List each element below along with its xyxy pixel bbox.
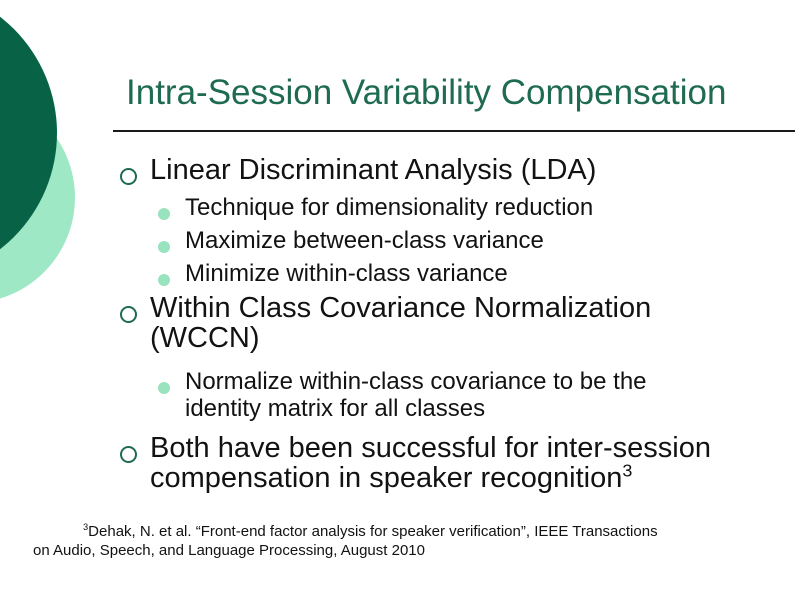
sub-bullet-maximize: Maximize between-class variance [158,227,544,254]
bullet-text: Linear Discriminant Analysis (LDA) [150,154,597,186]
footnote-citation: 3Dehak, N. et al. “Front-end factor anal… [33,522,788,560]
open-circle-bullet-icon [120,306,137,323]
citation-superscript: 3 [622,460,633,481]
open-circle-bullet-icon [120,168,137,185]
bullet-text: Both have been successful for inter-sess… [150,432,711,494]
footnote-line-2: on Audio, Speech, and Language Processin… [33,542,425,559]
sub-bullet-text: Technique for dimensionality reduction [185,194,594,221]
bullet-item-wccn: Within Class Covariance Normalization (W… [118,293,750,353]
slide-title: Intra-Session Variability Compensation [126,73,727,112]
bullet-item-lda: Linear Discriminant Analysis (LDA) [118,155,596,185]
bullet-item-both-successful: Both have been successful for inter-sess… [118,433,800,493]
sub-bullet-text: Minimize within-class variance [185,260,508,287]
footnote-text: Dehak, N. et al. “Front-end factor analy… [88,523,658,540]
footnote-superscript: 3 [83,522,89,532]
filled-circle-bullet-icon [158,208,170,220]
title-underline [113,130,795,132]
sub-bullet-normalize: Normalize within-class covariance to be … [158,368,715,422]
sub-bullet-minimize: Minimize within-class variance [158,260,508,287]
footnote-line-1: 3Dehak, N. et al. “Front-end factor anal… [33,522,788,541]
filled-circle-bullet-icon [158,382,170,394]
filled-circle-bullet-icon [158,241,170,253]
sub-bullet-technique: Technique for dimensionality reduction [158,194,593,221]
sub-bullet-text: Maximize between-class variance [185,227,544,254]
open-circle-bullet-icon [120,446,137,463]
filled-circle-bullet-icon [158,274,170,286]
sub-bullet-text: Normalize within-class covariance to be … [185,368,647,422]
bullet-text: Within Class Covariance Normalization (W… [150,292,652,354]
